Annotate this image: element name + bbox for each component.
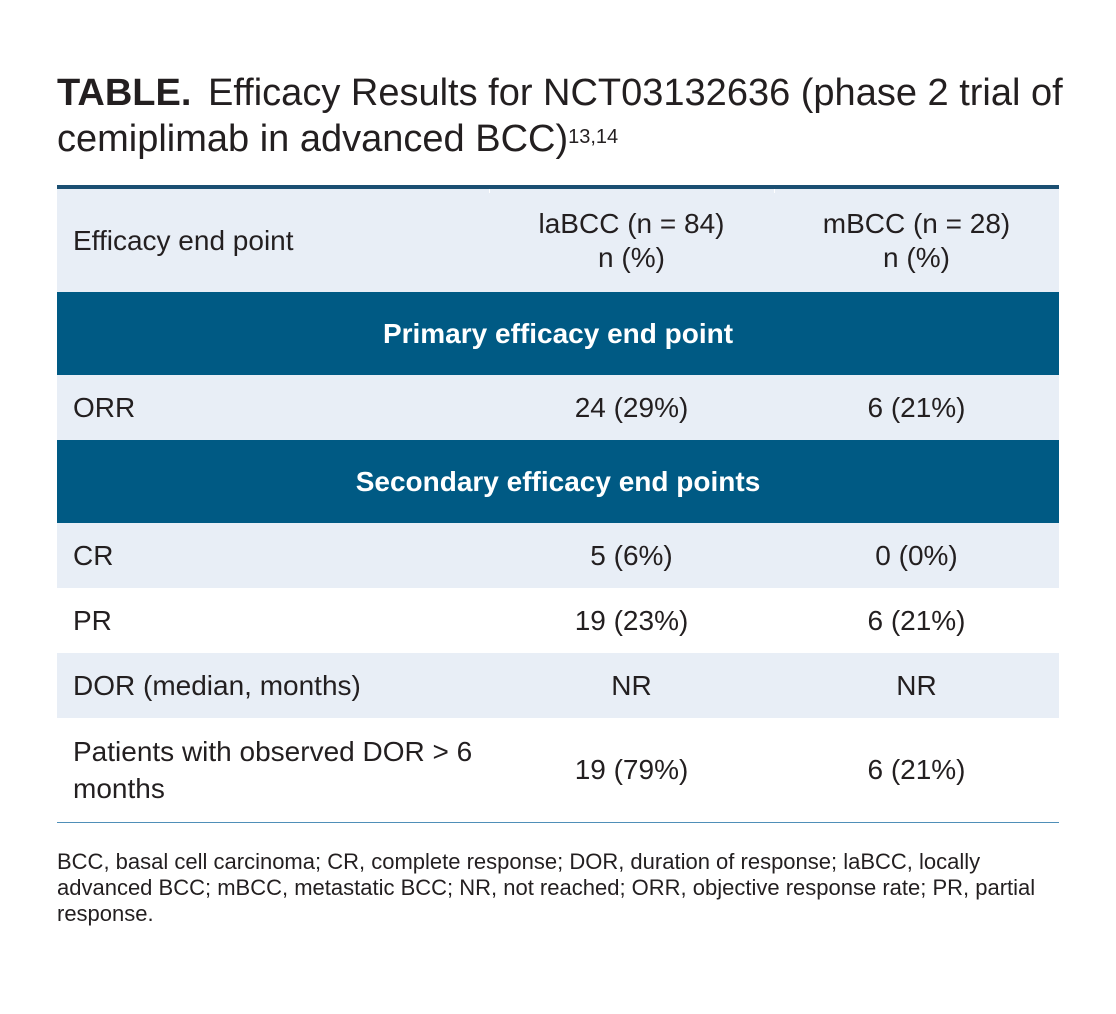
row-mbcc-value: 6 (21%): [867, 391, 966, 423]
table-bottom-rule: [57, 822, 1059, 823]
header-labcc: laBCC (n = 84) n (%): [489, 207, 774, 275]
row-labcc-value: 19 (79%): [574, 754, 689, 785]
table-row: CR 5 (6%) 0 (0%): [57, 523, 1059, 588]
header-mbcc-line2: n (%): [883, 241, 950, 273]
section-header-secondary: Secondary efficacy end points: [57, 440, 1059, 523]
row-label: PR: [73, 604, 112, 636]
row-label: ORR: [73, 391, 136, 423]
header-endpoint: Efficacy end point: [73, 224, 294, 256]
row-labcc-value: NR: [611, 669, 652, 701]
header-mbcc: mBCC (n = 28) n (%): [774, 207, 1059, 275]
table-row: Patients with observed DOR > 6 months 19…: [57, 718, 1059, 822]
row-mbcc-value: 6 (21%): [867, 754, 966, 785]
table-row: PR 19 (23%) 6 (21%): [57, 588, 1059, 653]
table-row: ORR 24 (29%) 6 (21%): [57, 375, 1059, 440]
table-row: DOR (median, months) NR NR: [57, 653, 1059, 718]
row-label: DOR (median, months): [73, 669, 361, 701]
section-header-primary: Primary efficacy end point: [57, 292, 1059, 375]
table-footnote: BCC, basal cell carcinoma; CR, complete …: [57, 849, 1036, 926]
row-labcc-value: 5 (6%): [590, 539, 673, 571]
row-mbcc-value: 6 (21%): [867, 604, 966, 636]
row-labcc-value: 19 (23%): [574, 604, 689, 636]
row-labcc-value: 24 (29%): [574, 391, 689, 423]
header-labcc-line1: laBCC (n = 84): [538, 207, 725, 239]
table-header-row: Efficacy end point laBCC (n = 84) n (%) …: [57, 189, 1059, 292]
column-separator: [774, 189, 775, 193]
table-label: TABLE.: [57, 72, 192, 114]
row-mbcc-value: NR: [896, 669, 937, 701]
column-separator: [489, 189, 490, 193]
reference-superscript: 13,14: [568, 126, 619, 148]
efficacy-table: Efficacy end point laBCC (n = 84) n (%) …: [57, 185, 1059, 823]
row-label: Patients with observed DOR > 6 months: [73, 736, 473, 804]
table-title: TABLE. Efficacy Results for NCT03132636 …: [57, 70, 1067, 162]
header-mbcc-line1: mBCC (n = 28): [822, 207, 1011, 239]
header-labcc-line2: n (%): [598, 241, 665, 273]
row-mbcc-value: 0 (0%): [875, 539, 958, 571]
row-label: CR: [73, 539, 114, 571]
table-title-text: Efficacy Results for NCT03132636 (phase …: [57, 72, 1063, 160]
